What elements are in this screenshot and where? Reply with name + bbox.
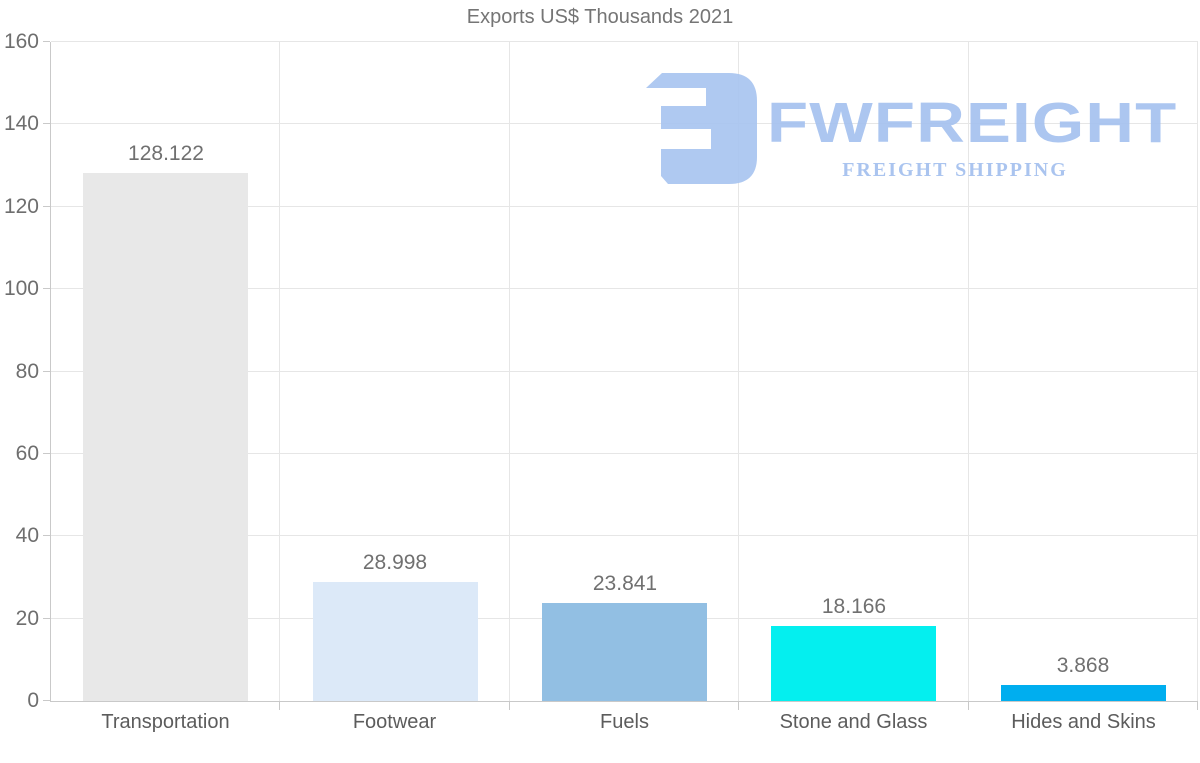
y-axis-tick-label: 0 (27, 689, 39, 712)
x-category-label: Stone and Glass (779, 711, 928, 733)
y-tick-mark (43, 618, 50, 619)
x-tick-mark (279, 702, 280, 710)
bar-footwear (313, 582, 478, 701)
y-gridline (51, 288, 1198, 289)
x-category-label: Footwear (352, 711, 437, 733)
logo-wordmark: FWFREIGHT (767, 91, 1178, 155)
bar-value-label: 28.998 (362, 551, 428, 574)
fwfreight-logo: FWFREIGHT FREIGHT SHIPPING (645, 73, 1176, 188)
y-gridline (51, 123, 1198, 124)
x-tick-mark (738, 702, 739, 710)
x-boundary-gridline (1197, 42, 1198, 701)
x-category-label: Hides and Skins (1011, 711, 1156, 733)
bar-fuels (542, 603, 707, 701)
x-boundary-gridline (509, 42, 510, 701)
bar-hides-and-skins (1001, 685, 1166, 701)
bar-transportation (83, 173, 248, 701)
bar-value-label: 128.122 (128, 142, 204, 165)
y-gridline (51, 453, 1198, 454)
chart-title: Exports US$ Thousands 2021 (466, 6, 734, 28)
bar-stone-and-glass (771, 626, 936, 701)
x-boundary-gridline (279, 42, 280, 701)
x-category-label: Fuels (600, 711, 649, 733)
logo-tagline: FREIGHT SHIPPING (842, 158, 1068, 181)
y-tick-mark (43, 41, 50, 42)
x-tick-mark (509, 702, 510, 710)
y-gridline (51, 371, 1198, 372)
y-gridline (51, 535, 1198, 536)
x-category-label: Transportation (101, 711, 230, 733)
x-boundary-gridline (738, 42, 739, 701)
y-tick-mark (43, 453, 50, 454)
y-gridline (51, 41, 1198, 42)
y-axis-tick-label: 40 (15, 524, 39, 547)
fwfreight-logo-icon (646, 73, 757, 184)
y-axis-tick-label: 100 (3, 277, 39, 300)
bar-value-label: 18.166 (821, 595, 887, 618)
y-tick-mark (43, 123, 50, 124)
y-gridline (51, 206, 1198, 207)
x-tick-mark (968, 702, 969, 710)
plot-area: 0 20 40 60 80 100 120 140 160 128.122 Transportati… (4, 30, 1198, 733)
y-tick-mark (43, 535, 50, 536)
bar-value-label: 3.868 (1056, 654, 1110, 677)
y-tick-mark (43, 206, 50, 207)
y-axis-tick-label: 140 (3, 112, 39, 135)
x-boundary-gridline (968, 42, 969, 701)
y-axis-tick-label: 20 (15, 607, 39, 630)
y-tick-mark (43, 700, 50, 701)
y-axis-tick-label: 160 (3, 30, 39, 53)
x-tick-mark (1197, 702, 1198, 710)
y-axis-tick-label: 120 (3, 195, 39, 218)
y-axis-tick-label: 80 (15, 360, 39, 383)
bar-value-label: 23.841 (592, 572, 658, 595)
y-tick-mark (43, 371, 50, 372)
y-axis-tick-label: 60 (15, 442, 39, 465)
y-tick-mark (43, 288, 50, 289)
